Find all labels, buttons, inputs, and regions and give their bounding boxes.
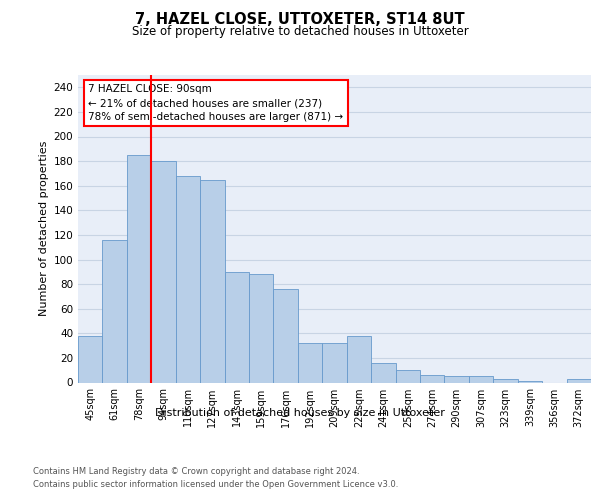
Y-axis label: Number of detached properties: Number of detached properties (39, 141, 49, 316)
Text: Distribution of detached houses by size in Uttoxeter: Distribution of detached houses by size … (155, 408, 445, 418)
Bar (176, 176, 200, 382)
Bar (78, 336, 103, 382)
Bar (151, 161, 176, 382)
Bar (224, 272, 249, 382)
Bar (322, 343, 347, 382)
Text: 7 HAZEL CLOSE: 90sqm
← 21% of detached houses are smaller (237)
78% of semi-deta: 7 HAZEL CLOSE: 90sqm ← 21% of detached h… (88, 84, 343, 122)
Text: 7, HAZEL CLOSE, UTTOXETER, ST14 8UT: 7, HAZEL CLOSE, UTTOXETER, ST14 8UT (135, 12, 465, 28)
Bar (274, 289, 298, 382)
Bar (493, 379, 518, 382)
Bar (445, 376, 469, 382)
Bar (298, 343, 322, 382)
Text: Contains HM Land Registry data © Crown copyright and database right 2024.: Contains HM Land Registry data © Crown c… (33, 468, 359, 476)
Bar (420, 375, 445, 382)
Text: Contains public sector information licensed under the Open Government Licence v3: Contains public sector information licen… (33, 480, 398, 489)
Bar (469, 376, 493, 382)
Bar (347, 336, 371, 382)
Text: Size of property relative to detached houses in Uttoxeter: Size of property relative to detached ho… (131, 25, 469, 38)
Bar (249, 274, 274, 382)
Bar (200, 180, 224, 382)
Bar (127, 155, 151, 382)
Bar (566, 379, 591, 382)
Bar (371, 363, 395, 382)
Bar (395, 370, 420, 382)
Bar (103, 240, 127, 382)
